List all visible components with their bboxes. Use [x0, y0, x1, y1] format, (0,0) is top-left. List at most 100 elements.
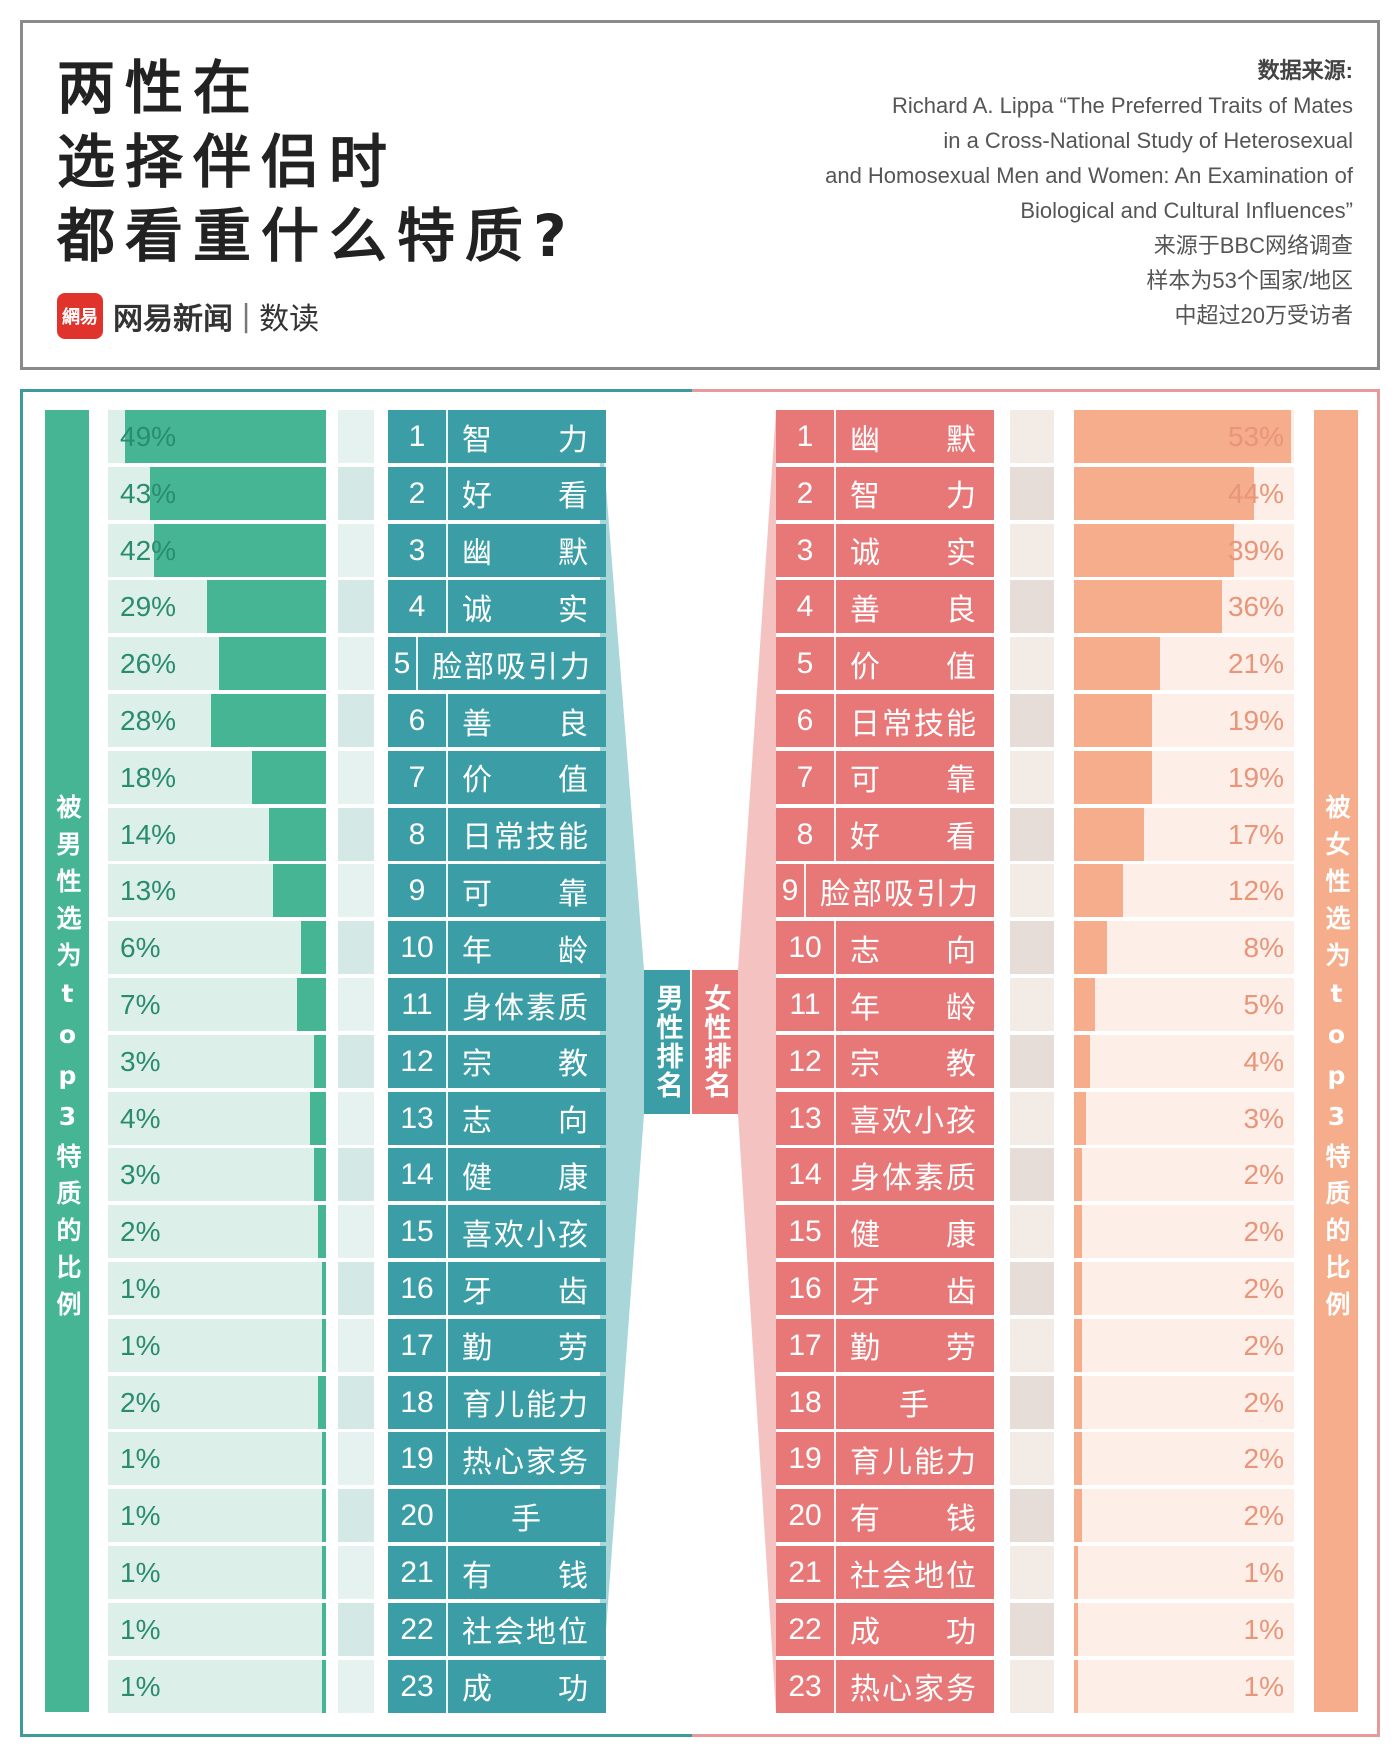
- male-stripe: [338, 1375, 374, 1429]
- female-stripe: [1010, 921, 1054, 975]
- female-pct-label: 44%: [1227, 477, 1284, 509]
- male-stripe: [338, 580, 374, 634]
- male-trait-name: 诚 实: [462, 592, 590, 628]
- male-rank-number: 11: [388, 978, 448, 1031]
- male-rank-item: 14 健 康: [388, 1148, 606, 1202]
- female-rank-item: 23 热心家务: [776, 1659, 994, 1713]
- male-rank-item: 18 育儿能力: [388, 1375, 606, 1429]
- male-row: 14% 8 日常技能: [0, 807, 700, 861]
- male-chart-frame: [20, 389, 692, 1737]
- male-rank-number: 13: [388, 1091, 448, 1145]
- female-row: 2 智 力 44%: [0, 466, 1400, 520]
- female-pct-label: 19%: [1227, 705, 1284, 736]
- male-trait-name: 脸部吸引力: [432, 649, 592, 685]
- female-rank-item: 5 价 值: [776, 637, 994, 691]
- female-stripe: [1010, 637, 1054, 691]
- female-rank-item: 4 善 良: [776, 580, 994, 634]
- female-stripe: [1010, 1602, 1054, 1656]
- female-pct-label: 5%: [1243, 989, 1284, 1020]
- male-row: 1% 22 社会地位: [0, 1602, 700, 1656]
- male-pct-bg: [108, 1148, 326, 1202]
- male-trait-name: 年 龄: [462, 933, 590, 969]
- female-trait-name: 可 靠: [850, 763, 978, 799]
- female-trait-name: 年 龄: [850, 990, 978, 1026]
- female-pct-label: 1%: [1243, 1670, 1284, 1702]
- male-rank-item: 9 可 靠: [388, 864, 606, 918]
- female-stripe: [1010, 1205, 1054, 1259]
- female-pct-label: 4%: [1243, 1045, 1284, 1077]
- female-row: 6 日常技能 19%: [0, 694, 1400, 747]
- female-pct-bg: [1074, 978, 1294, 1031]
- female-rank-number: 13: [776, 1091, 836, 1145]
- male-bar: [153, 523, 326, 577]
- female-rank-number: 18: [776, 1375, 836, 1429]
- male-pct-label: 3%: [120, 1159, 161, 1191]
- female-pct-label: 2%: [1243, 1329, 1284, 1361]
- male-rank-item: 10 年 龄: [388, 921, 606, 975]
- brand-separator: |: [241, 298, 252, 334]
- male-rank-number: 2: [388, 466, 448, 520]
- female-trait-name: 志 向: [850, 933, 978, 969]
- female-trait-name: 喜欢小孩: [850, 1104, 978, 1140]
- male-bar: [313, 1148, 326, 1202]
- male-pct-label: 13%: [120, 875, 177, 907]
- male-trait-name: 成 功: [462, 1672, 590, 1708]
- male-stripe: [338, 978, 374, 1031]
- male-row: 7% 11 身体素质: [0, 978, 700, 1031]
- male-trait-name: 善 良: [462, 706, 590, 742]
- male-pct-bg: [108, 1034, 326, 1088]
- male-rank-number: 18: [388, 1375, 448, 1429]
- male-pct-bg: [108, 1659, 326, 1713]
- female-bar: [1074, 921, 1107, 975]
- female-row: 7 可 靠 19%: [0, 750, 1400, 804]
- source-line: 来源于BBC网络调查: [1153, 233, 1353, 258]
- male-rank-number: 9: [388, 864, 448, 918]
- female-trait-name: 善 良: [850, 592, 978, 628]
- male-rank-item: 4 诚 实: [388, 580, 606, 634]
- female-stripe: [1010, 466, 1054, 520]
- male-rank-item: 11 身体素质: [388, 978, 606, 1031]
- male-bar: [321, 1489, 326, 1543]
- male-rank-number: 19: [388, 1432, 448, 1486]
- male-pct-bg: [108, 978, 326, 1031]
- male-trait-name: 牙 齿: [462, 1274, 590, 1310]
- female-row: 15 健 康 2%: [0, 1205, 1400, 1259]
- male-pct-label: 18%: [120, 761, 177, 793]
- female-rank-item: 20 有 钱: [776, 1489, 994, 1543]
- female-row: 13 喜欢小孩 3%: [0, 1091, 1400, 1145]
- female-trait-name: 牙 齿: [850, 1274, 978, 1310]
- male-row: 3% 14 健 康: [0, 1148, 700, 1202]
- male-bar: [321, 1262, 326, 1315]
- male-rank-item: 23 成 功: [388, 1659, 606, 1713]
- female-trait-name: 成 功: [850, 1615, 978, 1651]
- male-rank-number: 7: [388, 750, 448, 804]
- female-funnel: [738, 410, 776, 1712]
- male-row: 49% 1 智 力: [0, 410, 700, 463]
- male-stripe: [338, 1034, 374, 1088]
- female-rank-item: 21 社会地位: [776, 1546, 994, 1599]
- female-rank-number: 21: [776, 1546, 836, 1599]
- male-rank-item: 7 价 值: [388, 750, 606, 804]
- male-bar: [268, 807, 326, 861]
- female-stripe: [1010, 1262, 1054, 1315]
- male-bar: [321, 1602, 326, 1656]
- male-rank-item: 21 有 钱: [388, 1546, 606, 1599]
- title-line-3: 都看重什么特质?: [57, 202, 577, 270]
- male-row: 3% 12 宗 教: [0, 1034, 700, 1088]
- male-stripe: [338, 694, 374, 747]
- male-row: 1% 17 勤 劳: [0, 1318, 700, 1372]
- female-pct-label: 2%: [1243, 1386, 1284, 1418]
- male-bar: [321, 1659, 326, 1713]
- male-pct-label: 6%: [120, 932, 161, 964]
- female-trait-name: 宗 教: [850, 1047, 978, 1083]
- female-pct-bg: [1074, 1205, 1294, 1259]
- male-rank-item: 19 热心家务: [388, 1432, 606, 1486]
- male-rank-number: 1: [388, 410, 448, 463]
- male-stripe: [338, 523, 374, 577]
- female-rank-number: 10: [776, 921, 836, 975]
- male-trait-name: 身体素质: [462, 990, 590, 1026]
- male-bar: [272, 864, 326, 918]
- male-rank-number: 21: [388, 1546, 448, 1599]
- male-rank-item: 13 志 向: [388, 1091, 606, 1145]
- female-stripe: [1010, 1432, 1054, 1486]
